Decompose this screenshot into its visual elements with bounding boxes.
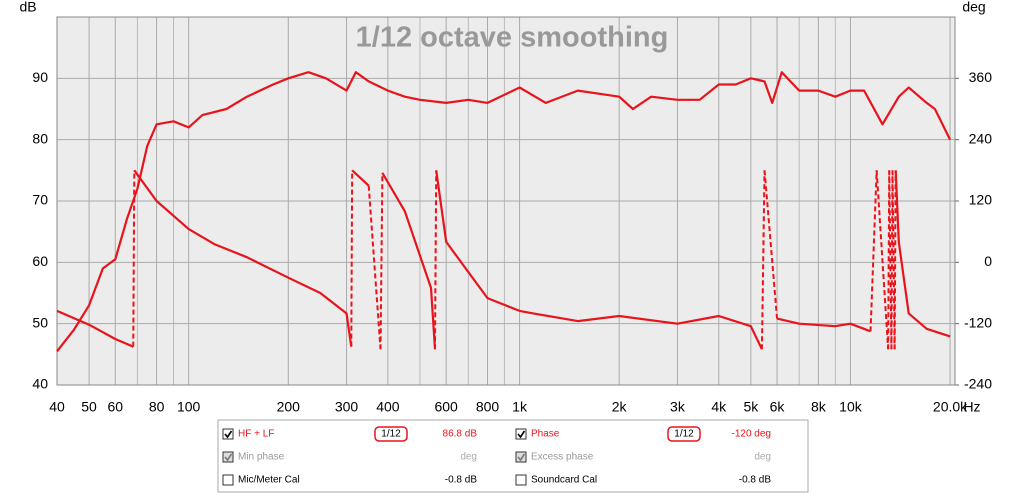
x-tick-label: 10k (839, 399, 863, 415)
checkbox[interactable] (222, 451, 234, 463)
chart-title: 1/12 octave smoothing (356, 22, 669, 54)
checkbox[interactable] (222, 428, 234, 440)
y2-tick-label: -120 (964, 314, 992, 330)
phase-wrap (350, 170, 354, 347)
phase-wrap (869, 170, 878, 332)
y-tick-label: 50 (32, 314, 48, 330)
plot-frame (56, 16, 956, 386)
smoothing-button[interactable] (667, 426, 701, 442)
y2-tick-label: 240 (969, 130, 993, 146)
series-label: HF + LF (238, 429, 274, 440)
checkbox[interactable] (515, 428, 527, 440)
x-tick-label: 80 (149, 399, 165, 415)
y2-tick-label: 120 (969, 192, 993, 208)
series-label: Soundcard Cal (531, 475, 597, 486)
x-tick-label: 50 (81, 399, 97, 415)
x-tick-label: 600 (434, 399, 458, 415)
series-label: Min phase (238, 452, 285, 463)
x-tick-label: 5k (743, 399, 759, 415)
checkmark (517, 430, 526, 439)
series-value: deg (460, 452, 477, 463)
y2-tick-label: 0 (984, 253, 992, 269)
smoothing-label: 1/12 (381, 429, 401, 440)
phase-wrap (893, 170, 897, 350)
series-line (56, 169, 951, 350)
checkmark (517, 453, 526, 462)
series-value: -0.8 dB (739, 475, 772, 486)
y-tick-label: 70 (32, 192, 48, 208)
phase-wrap (433, 170, 438, 350)
y2-tick-label: -240 (964, 376, 992, 392)
y-axis-label: dB (19, 0, 36, 15)
x-tick-label: 8k (811, 399, 827, 415)
x-tick-label: 800 (476, 399, 500, 415)
series-value: 86.8 dB (443, 429, 478, 440)
series-value: -0.8 dB (445, 475, 478, 486)
phase-wrap (379, 172, 384, 350)
phase-wrap (367, 185, 382, 350)
series-line (56, 71, 952, 352)
x-tick-label: 1k (512, 399, 528, 415)
phase-wrap (888, 170, 893, 350)
y-tick-label: 90 (32, 69, 48, 85)
x-tick-label: 4k (711, 399, 727, 415)
legend-panel (217, 419, 809, 493)
phase-wrap (763, 170, 779, 319)
checkbox[interactable] (222, 474, 234, 486)
series-label: Excess phase (531, 452, 594, 463)
series-label: Phase (531, 429, 560, 440)
x-tick-label: 20.0k (933, 399, 968, 415)
x-tick-label: 100 (177, 399, 201, 415)
y-tick-label: 60 (32, 253, 48, 269)
series-value: -120 deg (732, 429, 771, 440)
phase-wrap (891, 170, 896, 350)
phase-wrap (760, 170, 766, 350)
phase-wrap (887, 170, 891, 350)
series-value: deg (754, 452, 771, 463)
x-tick-label: 6k (770, 399, 786, 415)
x-tick-label: 3k (670, 399, 686, 415)
x-tick-label: 400 (376, 399, 400, 415)
x-tick-label: 2k (612, 399, 628, 415)
checkbox[interactable] (515, 451, 527, 463)
x-axis-label: Hz (963, 399, 980, 415)
phase-wrap (875, 170, 890, 350)
x-tick-label: 200 (277, 399, 301, 415)
phase-wrap (132, 170, 136, 347)
smoothing-label: 1/12 (674, 429, 694, 440)
y-tick-label: 40 (32, 376, 48, 392)
x-tick-label: 300 (335, 399, 359, 415)
x-tick-label: 40 (49, 399, 65, 415)
y2-axis-label: deg (962, 0, 985, 15)
series-label: Mic/Meter Cal (238, 475, 300, 486)
smoothing-button[interactable] (374, 426, 408, 442)
x-tick-label: 60 (107, 399, 123, 415)
checkmark (224, 430, 233, 439)
y-tick-label: 80 (32, 130, 48, 146)
y2-tick-label: 360 (969, 69, 993, 85)
checkbox[interactable] (515, 474, 527, 486)
checkmark (224, 453, 233, 462)
phase-wrap (890, 170, 894, 350)
